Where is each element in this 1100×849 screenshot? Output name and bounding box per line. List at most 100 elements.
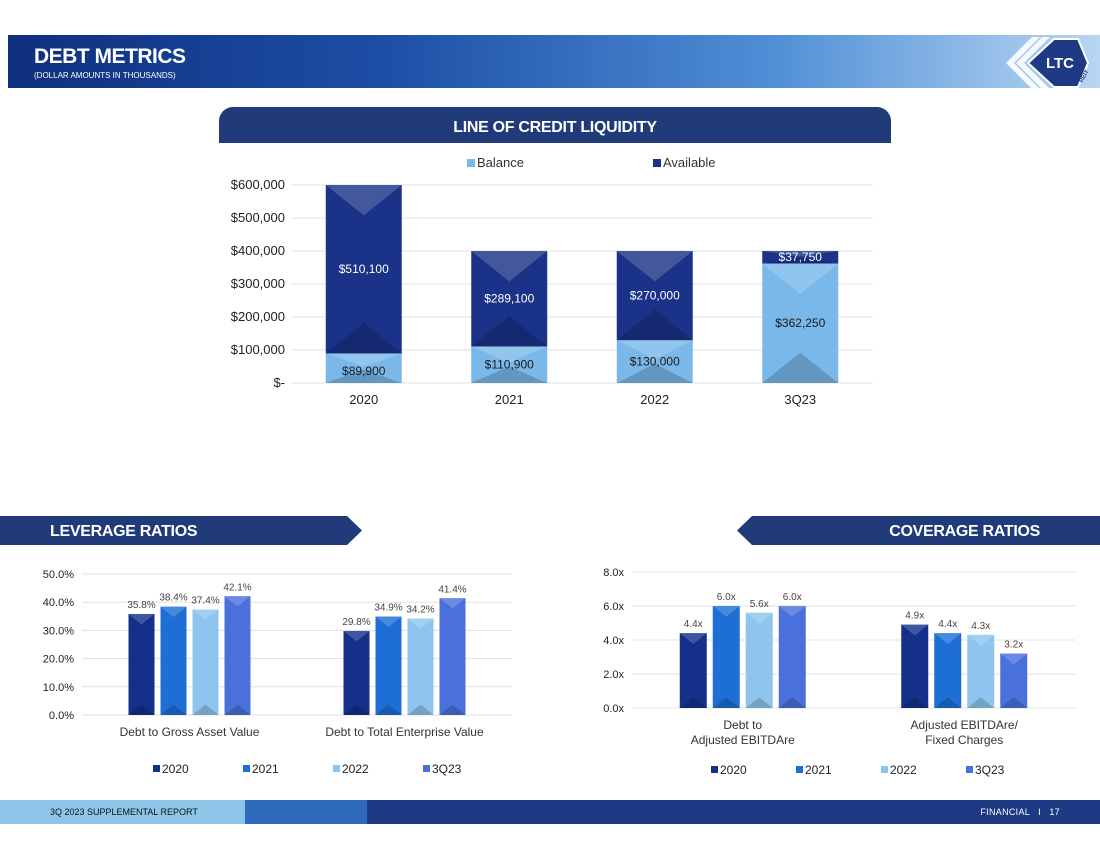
data-label: $130,000 <box>630 355 680 369</box>
y-tick-label: 50.0% <box>43 569 74 581</box>
data-label: 4.4x <box>938 619 957 630</box>
legend-label: 3Q23 <box>432 762 462 776</box>
legend-swatch-2020 <box>711 766 718 773</box>
data-label: $362,250 <box>775 316 825 330</box>
x-tick-label: 2020 <box>349 392 378 407</box>
y-tick-label: 8.0x <box>603 567 624 579</box>
x-tick-label: 2022 <box>640 392 669 407</box>
y-tick-label: 6.0x <box>603 601 624 613</box>
x-tick-label: 3Q23 <box>784 392 816 407</box>
data-label: 34.9% <box>374 603 402 614</box>
y-tick-label: $400,000 <box>231 243 285 258</box>
data-label: 38.4% <box>159 593 187 604</box>
legend-swatch-2022 <box>881 766 888 773</box>
x-tick-label: 2021 <box>495 392 524 407</box>
footer-bar: 3Q 2023 SUPPLEMENTAL REPORT FINANCIAL I … <box>0 800 1100 824</box>
legend-label: 3Q23 <box>975 763 1005 777</box>
data-label: $289,100 <box>484 292 534 306</box>
legend-swatch-2020 <box>153 765 160 772</box>
bar-2021-group-0 <box>712 606 740 708</box>
legend-swatch-3q23 <box>966 766 973 773</box>
bar-2021-group-1 <box>375 616 402 715</box>
legend-label: 2022 <box>342 762 369 776</box>
data-label: 37.4% <box>191 596 219 607</box>
data-label: 35.8% <box>127 600 155 611</box>
coverage-title-banner <box>737 516 1100 545</box>
data-label: 4.9x <box>905 611 924 622</box>
bar-3q23-group-0 <box>224 596 251 715</box>
data-label: $270,000 <box>630 289 680 303</box>
legend-label: Available <box>663 155 716 170</box>
coverage-chart: 0.0x 2.0x 4.0x 6.0x 8.0x 4.4x 6.0x 5.6x 6.0x Debt… <box>603 567 1075 777</box>
data-label: 3.2x <box>1004 640 1023 651</box>
bar-3q23-group-1 <box>1000 653 1028 708</box>
data-label: $110,900 <box>485 358 534 372</box>
bar-balance-3Q23 <box>762 263 839 383</box>
bar-2020-group-0 <box>679 633 707 708</box>
loc-title-banner: LINE OF CREDIT LIQUIDITY <box>219 107 891 143</box>
x-tick-label: Adjusted EBITDAre <box>691 733 795 747</box>
footer-separator: I <box>1038 807 1041 817</box>
bar-available-2022 <box>616 251 693 341</box>
legend-swatch-available <box>653 159 661 167</box>
legend-swatch-2021 <box>243 765 250 772</box>
bar-2020-group-1 <box>901 624 929 708</box>
legend-label: 2021 <box>805 763 832 777</box>
y-tick-label: $200,000 <box>231 309 285 324</box>
data-label: 41.4% <box>438 584 466 595</box>
y-tick-label: $500,000 <box>231 210 285 225</box>
bar-2020-group-1 <box>343 630 370 715</box>
legend-swatch-2022 <box>333 765 340 772</box>
data-label: 6.0x <box>717 592 736 603</box>
ltc-logo: LTC REIT <box>1006 37 1090 89</box>
loc-title: LINE OF CREDIT LIQUIDITY <box>453 119 657 136</box>
data-label: $510,100 <box>339 262 389 276</box>
data-label: 4.4x <box>684 619 703 630</box>
coverage-title: COVERAGE RATIOS <box>889 523 1040 540</box>
header-banner: DEBT METRICS (DOLLAR AMOUNTS IN THOUSAND… <box>8 35 1100 89</box>
y-tick-label: 10.0% <box>43 682 74 694</box>
data-label: 4.3x <box>971 621 990 632</box>
legend-label: 2020 <box>720 763 747 777</box>
y-tick-label: $300,000 <box>231 276 285 291</box>
bar-available-2021 <box>471 251 548 347</box>
y-tick-label: 30.0% <box>43 625 74 637</box>
x-tick-label: Fixed Charges <box>925 733 1003 747</box>
data-label: 5.6x <box>750 599 769 610</box>
data-label: $37,750 <box>779 250 823 264</box>
report-name: 3Q 2023 SUPPLEMENTAL REPORT <box>50 807 198 817</box>
legend-swatch-2021 <box>796 766 803 773</box>
y-tick-label: 40.0% <box>43 597 74 609</box>
x-tick-label: Adjusted EBITDAre/ <box>911 718 1019 732</box>
bar-2022-group-0 <box>192 609 219 715</box>
page-title: DEBT METRICS <box>34 45 186 68</box>
y-tick-label: $- <box>273 375 285 390</box>
bar-2022-group-1 <box>967 634 995 708</box>
legend-label: 2021 <box>252 762 279 776</box>
leverage-title: LEVERAGE RATIOS <box>50 523 198 540</box>
bar-balance-2021 <box>471 346 548 383</box>
leverage-chart: 0.0% 10.0% 20.0% 30.0% 40.0% 50.0% 35.8% 38.4% 3… <box>43 569 512 776</box>
x-tick-label: Debt to Gross Asset Value <box>120 725 260 739</box>
legend-label: Balance <box>477 155 524 170</box>
logo-subtext: REIT <box>1079 69 1090 84</box>
y-tick-label: 0.0% <box>49 710 74 722</box>
bar-2022-group-1 <box>407 618 434 715</box>
bar-balance-2022 <box>616 340 693 383</box>
loc-chart: $- $100,000 $200,000 $300,000 $400,000 $500,0… <box>231 155 873 407</box>
page-footer-right: FINANCIAL I 17 <box>980 807 1060 817</box>
x-tick-label: Debt to Total Enterprise Value <box>325 725 484 739</box>
legend-swatch-3q23 <box>423 765 430 772</box>
x-tick-label: Debt to <box>723 718 762 732</box>
bar-2020-group-0 <box>128 614 155 715</box>
legend-swatch-balance <box>467 159 475 167</box>
y-tick-label: 0.0x <box>603 703 624 715</box>
logo-text: LTC <box>1046 55 1074 72</box>
page-number: 17 <box>1049 807 1060 817</box>
section-name: FINANCIAL <box>980 807 1030 817</box>
data-label: 29.8% <box>342 617 370 628</box>
bar-2021-group-1 <box>934 633 962 708</box>
y-tick-label: 2.0x <box>603 669 624 681</box>
bar-balance-2020 <box>325 353 402 383</box>
data-label: 42.1% <box>223 582 251 593</box>
